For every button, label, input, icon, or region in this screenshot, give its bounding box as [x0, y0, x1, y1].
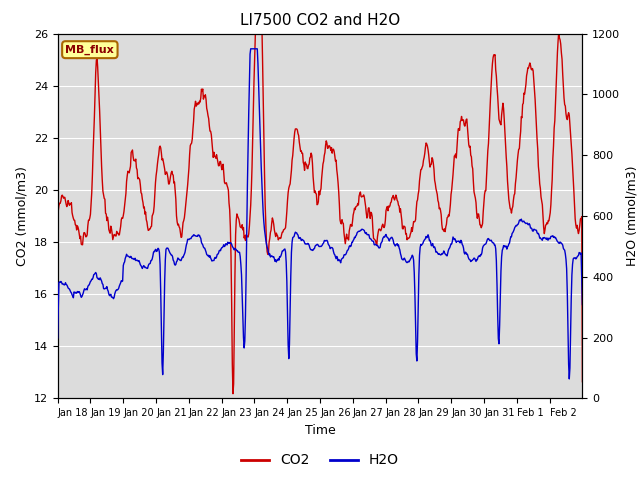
Y-axis label: CO2 (mmol/m3): CO2 (mmol/m3) — [15, 166, 28, 266]
Title: LI7500 CO2 and H2O: LI7500 CO2 and H2O — [240, 13, 400, 28]
Text: MB_flux: MB_flux — [65, 45, 114, 55]
X-axis label: Time: Time — [305, 424, 335, 437]
Y-axis label: H2O (mmol/m3): H2O (mmol/m3) — [626, 166, 639, 266]
Legend: CO2, H2O: CO2, H2O — [236, 448, 404, 473]
